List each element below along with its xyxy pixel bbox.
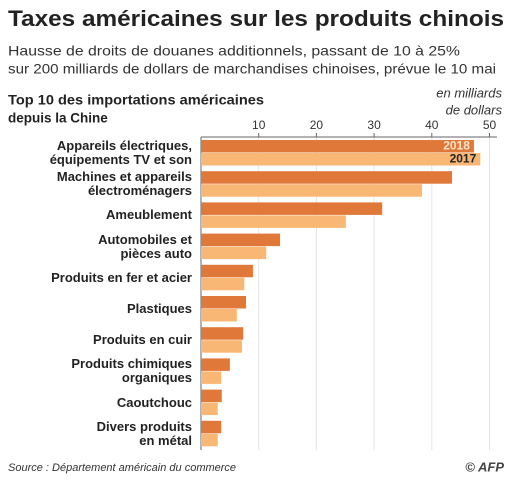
bar [201, 140, 474, 153]
x-tick-label: 30 [367, 118, 381, 132]
bar [201, 371, 222, 384]
bar [201, 389, 222, 403]
category-label: Produits chimiques organiques [71, 356, 192, 386]
legend-label: 2017 [450, 152, 477, 166]
subtitle: Hausse de droits de douanes additionnels… [8, 43, 460, 59]
category-label: Produits en fer et acier [51, 269, 192, 285]
source: Source : Département américain du commer… [8, 462, 236, 474]
bar [201, 402, 218, 416]
x-tick-label: 40 [425, 118, 439, 132]
subtitle: sur 200 milliards de dollars de marchand… [8, 61, 496, 77]
x-tick-label: 20 [310, 118, 324, 132]
category-label: Produits en cuir [93, 332, 192, 348]
category-label: Plastiques [126, 301, 192, 316]
bar [201, 246, 267, 260]
bar [201, 233, 281, 247]
category-label: Appareils électriques, équipements TV et… [49, 138, 192, 167]
x-tick-label: 50 [483, 118, 497, 132]
bar [201, 358, 230, 371]
chart-title: Taxes américaines sur les produits chino… [8, 6, 504, 31]
bar [201, 309, 237, 322]
bar [201, 171, 452, 184]
bar [201, 153, 481, 166]
bar [201, 202, 383, 215]
bar [201, 420, 222, 434]
legend-label: 2018 [443, 139, 470, 153]
bar [201, 433, 218, 447]
bar [201, 277, 245, 291]
heading: depuis la Chine [8, 111, 108, 126]
bar [201, 184, 422, 197]
bar [201, 215, 346, 228]
bar [201, 340, 242, 353]
unit-label: en milliards [436, 85, 502, 100]
category-label: Automobiles et pièces auto [98, 231, 192, 261]
bar [201, 296, 247, 309]
category-label: Machines et appareils électroménagers [56, 169, 192, 199]
unit-label: de dollars [446, 102, 503, 117]
x-tick-label: 10 [252, 118, 266, 132]
category-label: Divers produits en métal [96, 418, 192, 448]
credit: © AFP [465, 459, 504, 474]
heading: Top 10 des importations américaines [8, 93, 264, 108]
bar [201, 327, 244, 340]
bar [201, 264, 253, 278]
category-label: Caoutchouc [116, 394, 192, 410]
category-label: Ameublement [106, 207, 192, 223]
